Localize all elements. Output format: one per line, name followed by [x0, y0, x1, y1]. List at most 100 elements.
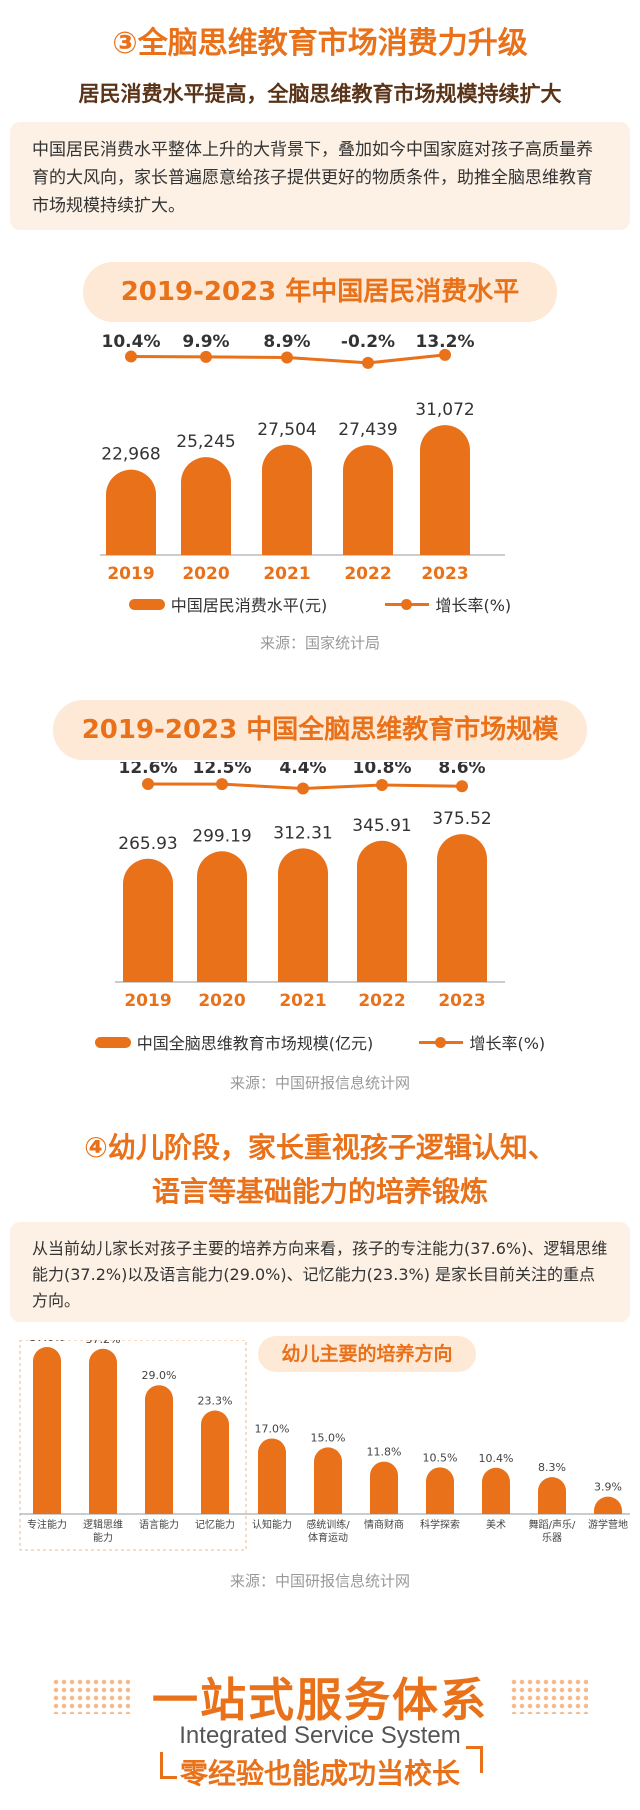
chart1-legend: 中国居民消费水平(元) 增长率(%) [0, 592, 640, 616]
chart1-legend-line-label: 增长率(%) [435, 596, 512, 615]
x-tick-label: 2020 [182, 564, 229, 584]
growth-point [439, 348, 451, 361]
bracket-right [466, 1746, 483, 1773]
growth-point [376, 779, 388, 792]
bar-value-label: 31,072 [415, 400, 474, 420]
bar-8 [482, 1467, 510, 1514]
bar-2023 [420, 425, 470, 555]
chart3-svg: 37.6% 专注能力 37.2% 逻辑思维能力 29.0% 语言能力 23.3% 记忆能力 17… [19, 1340, 630, 1551]
x-tick-label: 2019 [124, 991, 171, 1011]
bar-3 [201, 1410, 229, 1514]
growth-rate-label: 12.6% [119, 762, 178, 778]
chart1-source: 来源：国家统计局 [259, 634, 380, 652]
bar-9 [538, 1477, 566, 1514]
growth-rate-label: 4.4% [279, 762, 326, 778]
bar-2023 [437, 834, 487, 982]
bar-2021 [262, 444, 312, 555]
bar-10 [594, 1496, 622, 1514]
section3-subtitle: 居民消费水平提高，全脑思维教育市场规模持续扩大 [78, 82, 562, 106]
growth-point [362, 356, 374, 369]
bar-2019 [123, 858, 173, 982]
x-tick-label: 2022 [344, 564, 391, 584]
growth-point [200, 350, 212, 363]
growth-point [297, 782, 309, 795]
chart1-svg: 22,968 2019 10.4% 25,245 2020 9.9% 27,504 2021 8… [100, 332, 505, 584]
bar-7 [426, 1467, 454, 1514]
chart1-title-pill: 2019-2023 年中国居民消费水平 [83, 262, 557, 322]
bar-value-label: 265.93 [118, 834, 177, 854]
legend-bar-swatch [128, 598, 165, 610]
chart3-title-pill: 幼儿主要的培养方向 [258, 1336, 476, 1372]
bar-2 [145, 1385, 173, 1514]
bar-value-label: 17.0% [255, 1422, 290, 1435]
bar-value-label: 10.4% [479, 1452, 514, 1465]
x-tick-label: 游学营地 [588, 1518, 628, 1531]
growth-point [216, 778, 228, 791]
growth-rate-label: 13.2% [416, 332, 475, 352]
growth-rate-label: -0.2% [341, 332, 395, 352]
bar-2022 [357, 840, 407, 982]
growth-rate-label: 10.8% [353, 762, 412, 778]
footer-title-en: Integrated Service System [179, 1722, 461, 1749]
legend-line-swatch [385, 598, 430, 610]
bar-2019 [106, 469, 156, 555]
x-tick-label: 感统训练/ [306, 1518, 350, 1531]
bar-value-label: 299.19 [192, 826, 251, 846]
footer-slogan: 零经验也能成功当校长 [179, 1757, 460, 1790]
growth-point [281, 351, 293, 364]
chart2-title-pill: 2019-2023 中国全脑思维教育市场规模 [53, 700, 587, 760]
chart2-legend: 中国全脑思维教育市场规模(亿元) 增长率(%) [0, 1030, 640, 1054]
x-tick-label: 2019 [107, 564, 154, 584]
x-tick-label: 乐器 [542, 1532, 562, 1544]
bar-value-label: 375.52 [432, 809, 491, 829]
x-tick-label: 逻辑思维 [83, 1518, 123, 1531]
bar-value-label: 27,504 [257, 420, 316, 440]
dot-pattern-right [510, 1678, 588, 1714]
x-tick-label: 2020 [198, 991, 245, 1011]
bar-value-label: 312.31 [273, 823, 332, 843]
section3-title: ③全脑思维教育市场消费力升级 [112, 26, 528, 61]
x-tick-label: 认知能力 [252, 1518, 292, 1531]
bar-2021 [278, 848, 328, 982]
growth-rate-label: 12.5% [193, 762, 252, 778]
growth-rate-label: 8.9% [263, 332, 310, 352]
dot-pattern-left [52, 1678, 130, 1714]
bar-2020 [181, 457, 231, 555]
bar-value-label: 23.3% [198, 1395, 233, 1408]
x-tick-label: 美术 [486, 1518, 506, 1531]
bar-value-label: 8.3% [538, 1461, 566, 1474]
growth-point [456, 780, 468, 793]
x-tick-label: 2021 [279, 991, 326, 1011]
x-tick-label: 科学探索 [420, 1518, 460, 1531]
bar-4 [258, 1438, 286, 1514]
x-tick-label: 舞蹈/声乐/ [529, 1518, 576, 1531]
growth-rate-label: 8.6% [438, 762, 485, 778]
bar-value-label: 37.2% [86, 1340, 121, 1346]
section4-paragraph: 从当前幼儿家长对孩子主要的培养方向来看，孩子的专注能力(37.6%)、逻辑思维能… [10, 1222, 630, 1322]
legend-line-swatch [419, 1036, 464, 1048]
growth-rate-label: 9.9% [182, 332, 229, 352]
bar-value-label: 3.9% [594, 1481, 622, 1494]
x-tick-label: 情商财商 [364, 1518, 404, 1531]
bar-value-label: 22,968 [101, 445, 160, 465]
x-tick-label: 2023 [438, 991, 485, 1011]
section3-paragraph: 中国居民消费水平整体上升的大背景下，叠加如今中国家庭对孩子高质量养育的大风向，家… [10, 122, 630, 230]
growth-point [142, 778, 154, 791]
bar-5 [314, 1447, 342, 1514]
x-tick-label: 2022 [358, 991, 405, 1011]
x-tick-label: 2021 [263, 564, 310, 584]
x-tick-label: 2023 [421, 564, 468, 584]
chart1-legend-bar-label: 中国居民消费水平(元) [170, 596, 328, 615]
bar-2020 [197, 851, 247, 982]
x-tick-label: 专注能力 [27, 1518, 67, 1531]
section4-title-line2: 语言等基础能力的培养锻炼 [151, 1175, 488, 1208]
growth-rate-label: 10.4% [102, 332, 161, 352]
bar-value-label: 27,439 [338, 420, 397, 440]
x-tick-label: 记忆能力 [195, 1518, 235, 1531]
x-tick-label: 能力 [93, 1531, 113, 1544]
bar-value-label: 11.8% [367, 1446, 402, 1459]
chart2-legend-bar-label: 中国全脑思维教育市场规模(亿元) [136, 1034, 374, 1053]
bar-2022 [342, 445, 393, 555]
chart3-source: 来源：中国研报信息统计网 [229, 1572, 410, 1590]
section4-title-line1: ④幼儿阶段，家长重视孩子逻辑认知、 [84, 1131, 556, 1164]
